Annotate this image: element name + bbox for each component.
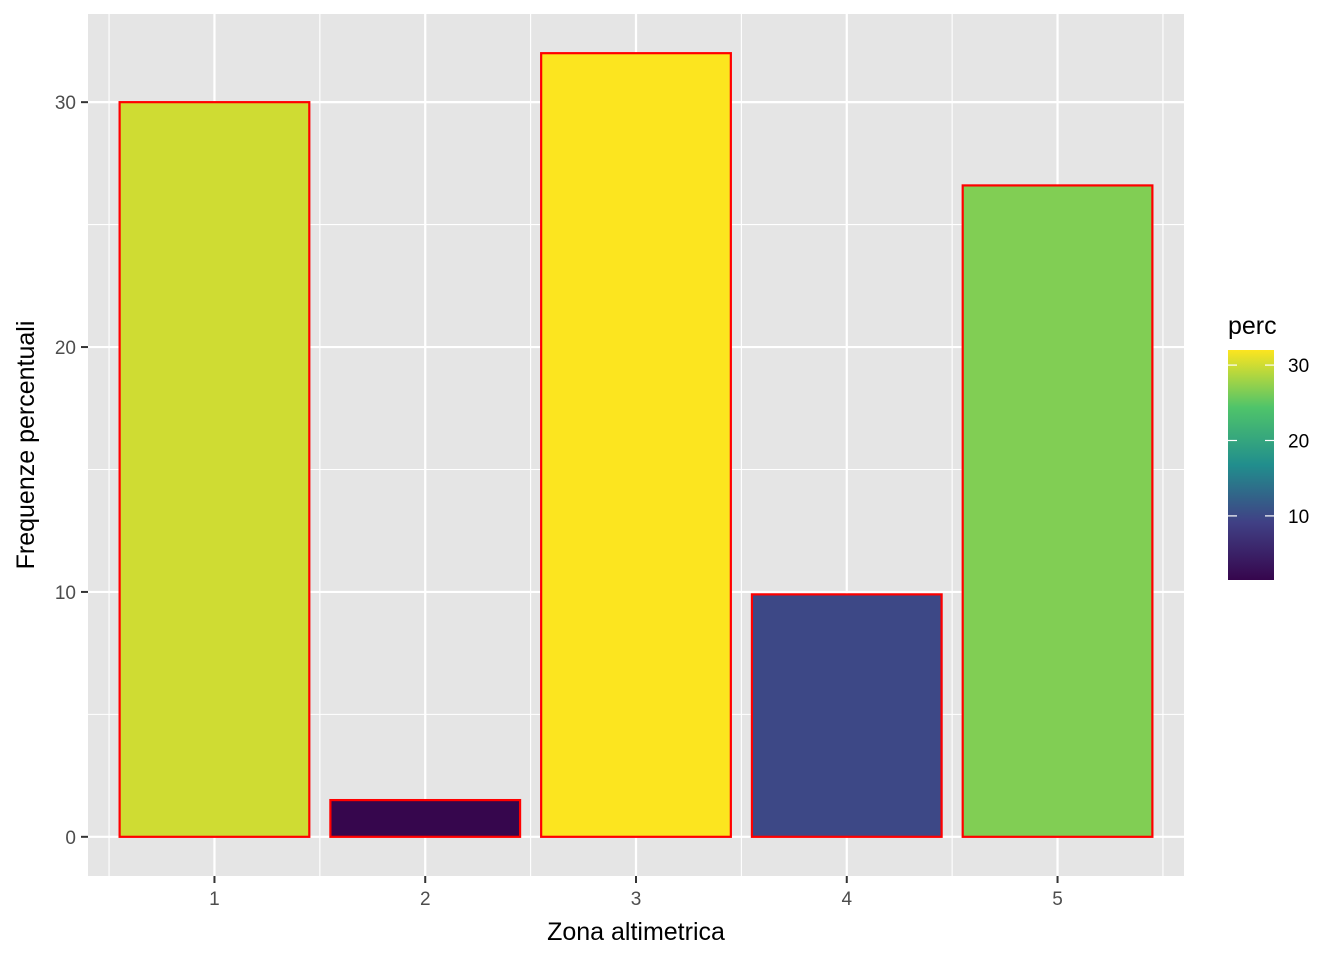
x-tick-label: 3 <box>631 889 642 910</box>
x-tick-label: 4 <box>841 889 852 910</box>
legend-ticks: 10 20 30 <box>1228 356 1309 528</box>
y-tick-label: 20 <box>55 338 76 359</box>
legend-tick-label: 20 <box>1288 431 1309 452</box>
legend-tick-label: 30 <box>1288 356 1309 377</box>
x-tick-label: 1 <box>209 889 220 910</box>
y-tick-label: 30 <box>55 93 76 114</box>
color-legend: perc 10 20 30 <box>1228 312 1309 580</box>
bar-5 <box>961 184 1154 838</box>
x-axis-title: Zona altimetrica <box>547 918 725 946</box>
legend-tick-label: 10 <box>1288 507 1309 528</box>
y-tick-label: 0 <box>65 828 76 849</box>
bars <box>118 52 1154 838</box>
bar-3 <box>540 52 732 838</box>
legend-title: perc <box>1228 312 1277 340</box>
x-tick-label: 2 <box>420 889 431 910</box>
y-tick-label: 10 <box>55 583 76 604</box>
bar-4 <box>750 593 943 838</box>
bar-2 <box>329 798 522 838</box>
bar-1 <box>118 101 311 838</box>
y-axis-title: Frequenze percentuali <box>12 321 40 570</box>
axes: 0 10 20 30 1 2 3 4 5 <box>55 93 1063 910</box>
x-tick-label: 5 <box>1052 889 1063 910</box>
legend-colorbar <box>1228 350 1274 580</box>
